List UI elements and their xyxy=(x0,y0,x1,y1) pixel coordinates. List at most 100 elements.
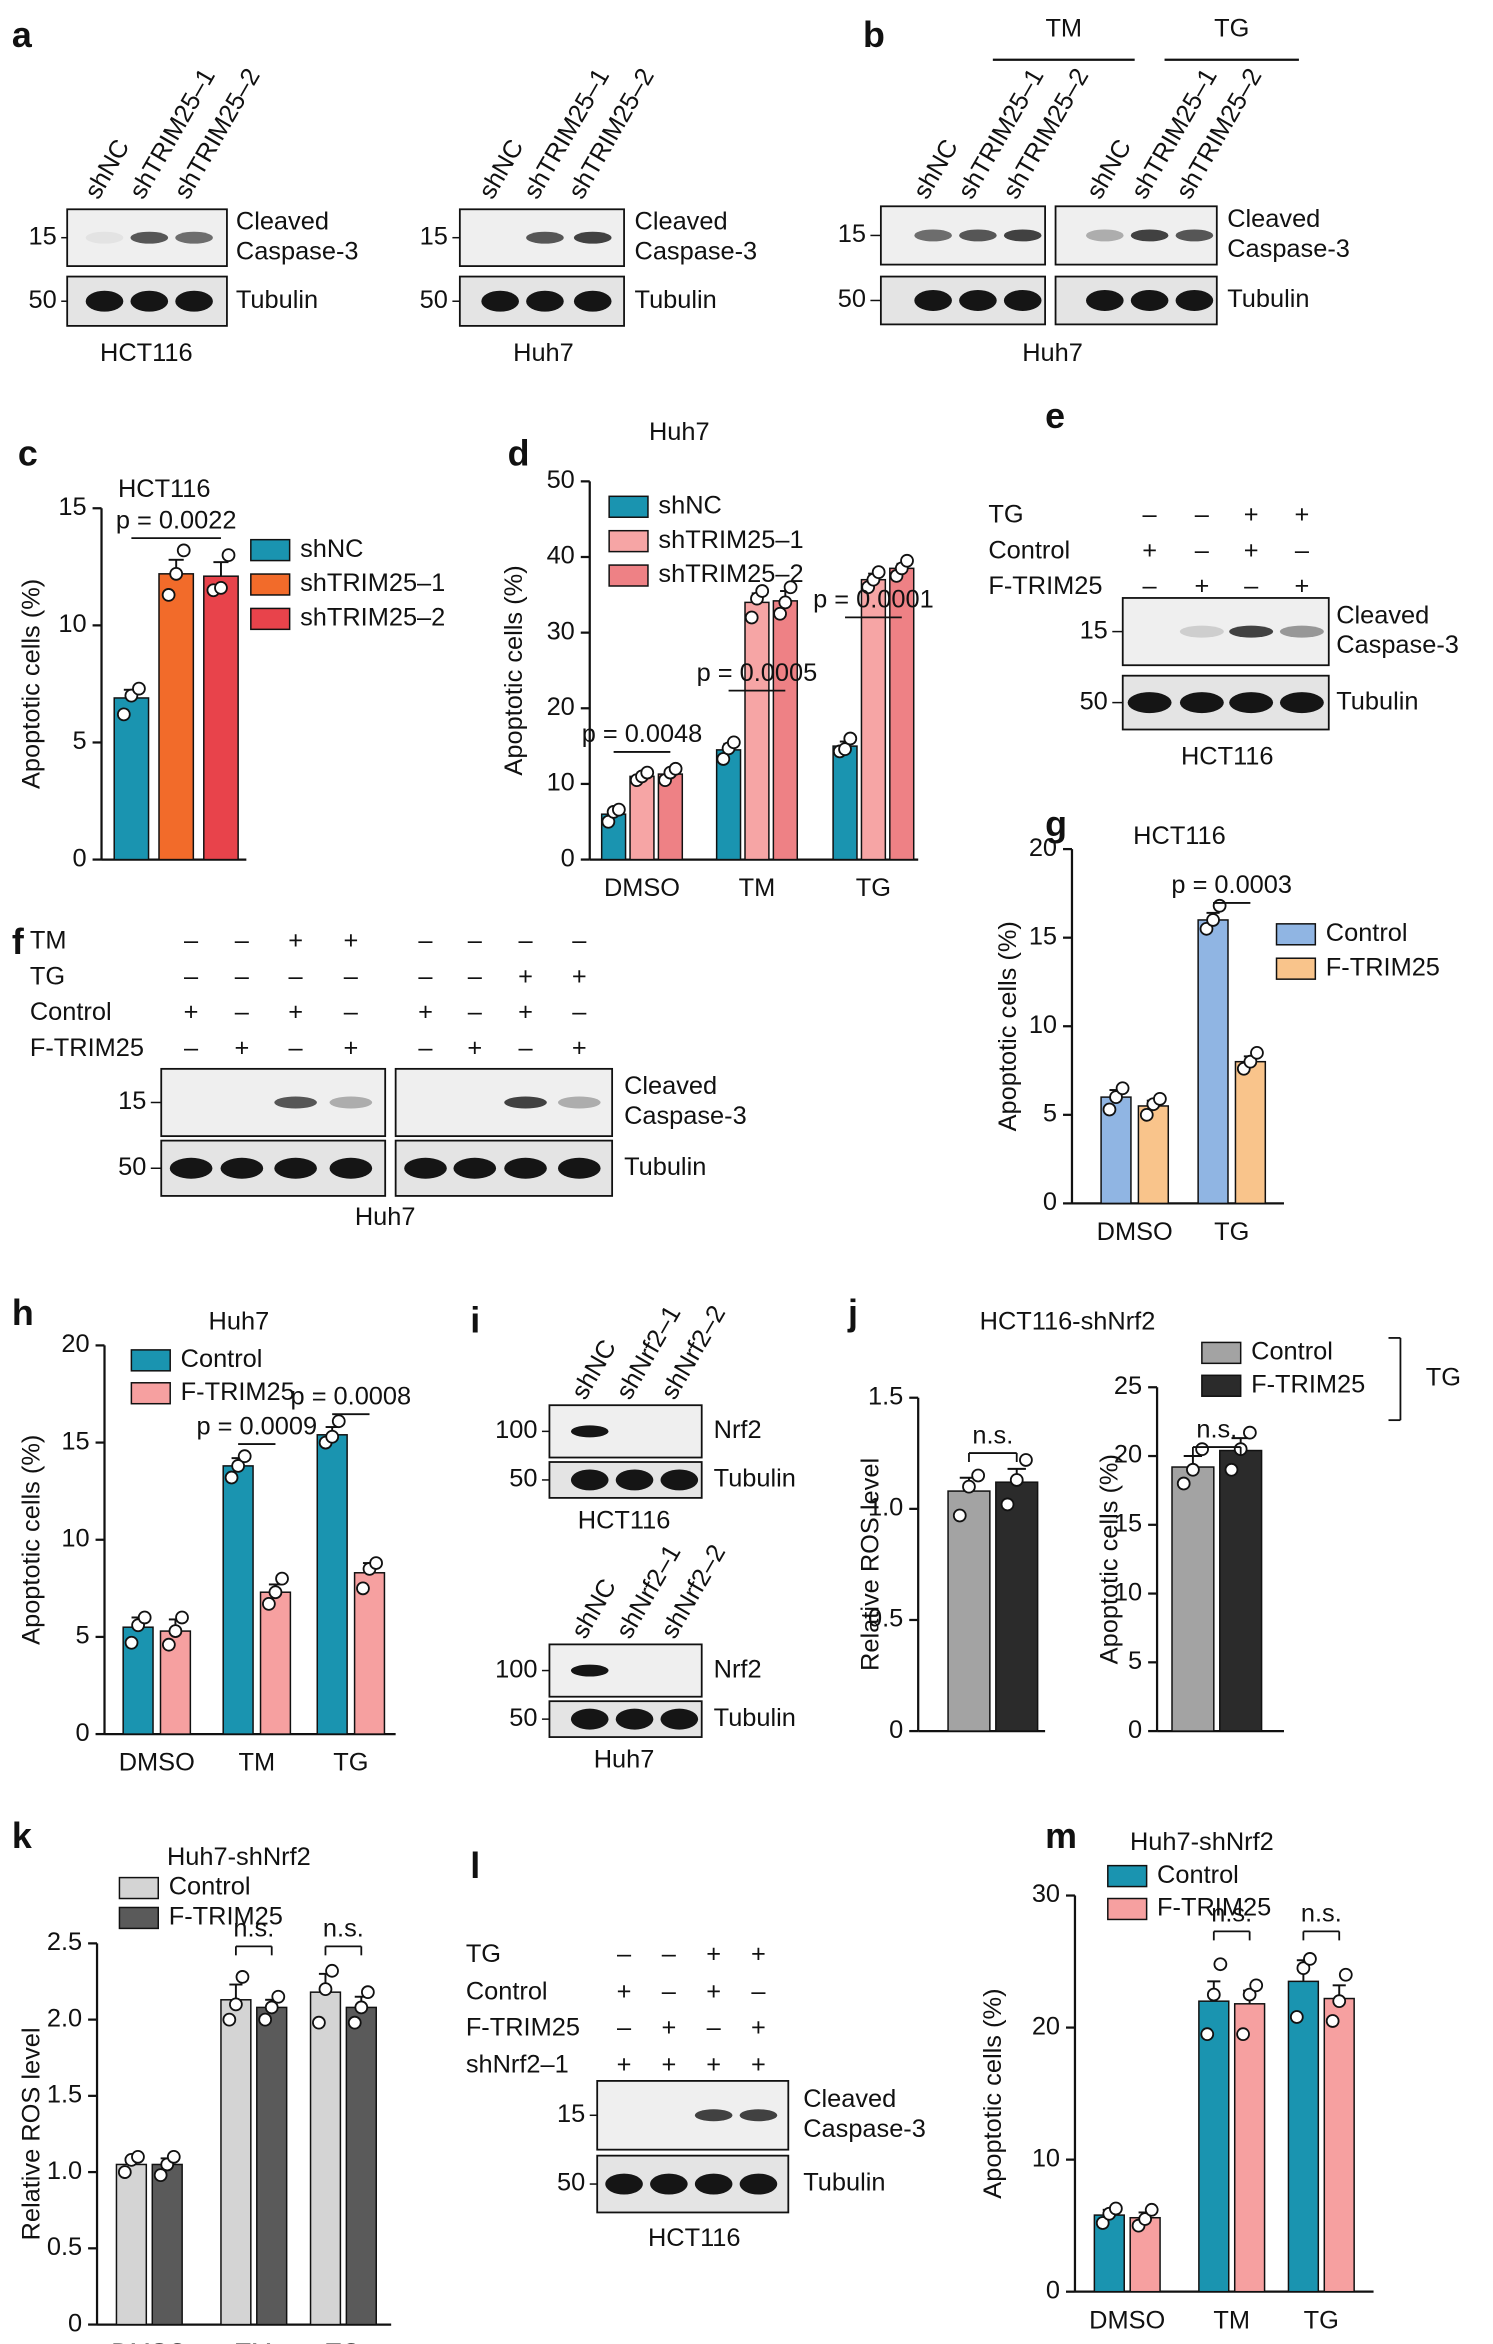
treatment-mark: + xyxy=(288,926,303,954)
bar xyxy=(1197,919,1229,1205)
bar xyxy=(115,2163,148,2326)
bar xyxy=(1198,2000,1230,2293)
panel-letter: a xyxy=(12,15,33,55)
lane-label: shNC xyxy=(473,135,529,204)
treatment-mark: + xyxy=(518,962,533,990)
cell-line: Huh7 xyxy=(1022,339,1083,367)
y-tick-label: 10 xyxy=(1032,2144,1060,2172)
legend-label: F-TRIM25 xyxy=(1251,1370,1365,1398)
x-tick-label: DMSO xyxy=(111,2339,187,2344)
legend-label: F-TRIM25 xyxy=(1157,1894,1271,1922)
treatment-mark: + xyxy=(518,998,533,1026)
treatment-mark: – xyxy=(418,926,433,954)
data-point xyxy=(726,735,741,750)
blot-band xyxy=(615,1469,654,1491)
blot-band xyxy=(650,2173,688,2195)
annotation: n.s. xyxy=(323,1915,364,1943)
cell-line: Huh7 xyxy=(594,1746,655,1774)
x-tick-label: TG xyxy=(326,2339,361,2344)
band-label: Nrf2 xyxy=(714,1416,762,1444)
treatment-mark: + xyxy=(288,998,303,1026)
y-tick-label: 2.5 xyxy=(47,1928,82,1956)
band-label: Caspase-3 xyxy=(635,237,758,265)
data-point xyxy=(1242,1987,1257,2002)
chart-title: HCT116 xyxy=(118,475,211,503)
bar xyxy=(1287,1980,1320,2293)
data-point xyxy=(1109,1090,1123,1104)
data-point xyxy=(235,1970,250,1984)
mw-marker: 15 xyxy=(1080,616,1108,644)
blot-band xyxy=(220,1157,264,1179)
treatment-mark: – xyxy=(344,962,359,990)
legend-label: shNC xyxy=(658,491,721,519)
panel-letter: h xyxy=(12,1293,34,1333)
bar xyxy=(1233,2003,1266,2293)
blot-band xyxy=(557,1157,601,1179)
data-point xyxy=(1289,2010,1304,2024)
legend-swatch xyxy=(608,495,649,518)
treatment-mark: + xyxy=(661,2013,676,2041)
legend-swatch xyxy=(250,607,291,631)
y-tick-label: 0.5 xyxy=(47,2233,82,2261)
treatment-mark: – xyxy=(518,1034,533,1062)
data-point xyxy=(1115,1081,1130,1096)
data-point xyxy=(153,2168,168,2183)
bar xyxy=(1171,1466,1215,1732)
band-label: Tubulin xyxy=(624,1153,706,1181)
blot-band xyxy=(1086,290,1124,311)
treatment-mark: – xyxy=(617,1940,632,1968)
data-point xyxy=(871,565,886,580)
treatment-mark: – xyxy=(1195,500,1210,528)
treatment-mark: + xyxy=(617,2051,632,2079)
data-point xyxy=(116,707,131,722)
treatment-mark: – xyxy=(1143,572,1158,600)
data-point xyxy=(1102,1102,1117,1117)
data-point xyxy=(175,1610,189,1625)
data-point xyxy=(161,588,176,602)
band-label: Tubulin xyxy=(803,2169,885,2197)
mw-marker: 50 xyxy=(420,286,448,314)
legend-label: F-TRIM25 xyxy=(1326,953,1440,981)
y-tick-label: 15 xyxy=(61,1427,89,1455)
legend-swatch xyxy=(1107,1897,1148,1921)
treatment-mark: – xyxy=(184,962,199,990)
x-tick-label: TG xyxy=(1214,1218,1249,1246)
legend-label: Control xyxy=(1157,1861,1239,1889)
data-point xyxy=(783,580,798,595)
treatment-mark: + xyxy=(1194,572,1209,600)
treatment-mark: – xyxy=(751,1977,766,2005)
bar xyxy=(1323,1997,1355,2293)
mw-marker: 15 xyxy=(420,222,448,250)
x-tick-label: DMSO xyxy=(1097,1218,1173,1246)
data-point xyxy=(1243,1425,1257,1440)
data-point xyxy=(1095,2216,1110,2230)
blot-band xyxy=(85,290,124,312)
bar xyxy=(256,2006,288,2326)
treatment-mark: – xyxy=(468,926,483,954)
blot-band xyxy=(1086,229,1124,242)
blot-band xyxy=(573,290,612,312)
mw-marker: 50 xyxy=(118,1153,146,1181)
bar xyxy=(657,773,684,861)
treatment-mark: – xyxy=(184,1034,199,1062)
treatment-mark: – xyxy=(707,2013,722,2041)
band-label: Caspase-3 xyxy=(236,237,359,265)
bar xyxy=(629,775,655,861)
y-tick-label: 0 xyxy=(1046,2276,1060,2304)
blot-band xyxy=(1279,625,1324,638)
annotation: p = 0.0009 xyxy=(197,1412,318,1440)
data-point xyxy=(361,1985,375,2000)
annotation: n.s. xyxy=(1196,1415,1237,1443)
treatment-mark: – xyxy=(468,998,483,1026)
legend-swatch xyxy=(1201,1341,1242,1365)
bar xyxy=(1234,1060,1267,1205)
legend-label: Control xyxy=(169,1873,251,1901)
blot-band xyxy=(1175,229,1214,242)
treatment-mark: – xyxy=(1143,500,1158,528)
legend-label: shTRIM25–1 xyxy=(300,569,445,597)
data-point xyxy=(1243,1054,1258,1069)
panel-letter: g xyxy=(1045,804,1067,844)
blot-band xyxy=(1130,290,1169,311)
data-point xyxy=(900,553,914,568)
data-point xyxy=(169,566,184,581)
